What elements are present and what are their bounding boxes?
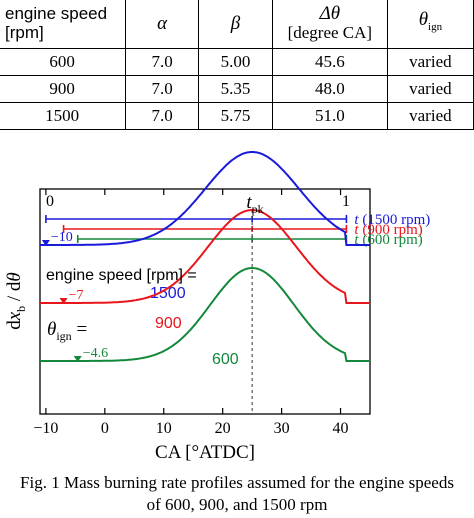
theta-letter: θ [418,9,429,31]
x-tick-label: 10 [156,420,172,437]
curve-label-1500: 1500 [150,285,186,302]
engine-speed-header-line2: [rpm] [5,23,44,42]
bracket-label-600: t (600 rpm) [354,232,422,248]
curve-1500 [40,151,370,246]
engine-speed-header-line1: engine speed [5,4,108,23]
t-one-label: 1 [342,193,350,210]
table-cell: 5.35 [198,75,273,103]
y-axis-label: dxb / dθ [4,272,28,330]
column-header-alpha: α [125,0,200,49]
caption-line-1: Fig. 1 Mass burning rate profiles assume… [20,473,454,492]
table-row: 1500 7.0 5.75 51.0 varied [0,102,474,130]
x-tick-label: 40 [333,420,349,437]
table-row: 600 7.0 5.00 45.6 varied [0,48,474,76]
table-cell: 600 [0,48,127,76]
t-zero-label: 0 [46,193,54,210]
x-tick-label: 20 [215,420,231,437]
curves-group: 1500 900 600 [40,151,370,368]
column-header-delta-theta: Δθ [degree CA] [271,0,388,49]
table-cell: 7.0 [125,75,200,103]
table-header-row: engine speed [rpm] α β Δθ [degree CA] θi… [0,0,474,49]
x-tick-label: 0 [101,420,109,437]
delta-theta-symbol: Δθ [319,3,341,24]
theta-subscript: ign [428,20,443,33]
bracket-label-1500: t (1500 rpm) [354,212,430,228]
delta-theta-unit: [degree CA] [287,23,373,42]
theta-ign-symbol: θign [418,9,443,33]
ignition-value-900: −7 [69,288,84,303]
table-cell: 51.0 [271,102,388,130]
table-cell: 7.0 [125,102,200,130]
figure-caption: Fig. 1 Mass burning rate profiles assume… [0,472,474,516]
parameter-table: engine speed [rpm] α β Δθ [degree CA] θi… [0,0,474,130]
beta-symbol: β [230,12,241,34]
table-cell: 5.00 [198,48,273,76]
x-axis-label: CA [°ATDC] [155,442,255,463]
curve-label-600: 600 [212,351,239,368]
curve-600 [40,266,370,362]
plot-frame [39,188,371,415]
x-axis-ticks: −10 0 10 20 30 40 [33,189,349,437]
theta-ign-label: θign = [47,319,87,343]
table-cell: 7.0 [125,48,200,76]
time-brackets: t (1500 rpm)t (900 rpm)t (600 rpm) [45,210,430,414]
x-tick-label: −10 [33,420,58,437]
column-header-beta: β [198,0,273,49]
x-tick-label: 30 [274,420,290,437]
table-cell: 48.0 [271,75,388,103]
ignition-value-600: −4.6 [83,346,108,361]
ignition-marker-1500 [41,240,50,246]
ignition-marker-900 [59,298,68,304]
burning-rate-figure: −10 0 10 20 30 40 t (1500 rpm) t (900 rpm) t (6… [0,151,474,470]
table-cell: 900 [0,75,127,103]
engine-speed-label: engine speed [rpm] = [46,267,197,284]
table-cell: varied [386,75,474,103]
column-header-theta-ign: θign [386,0,474,49]
table-cell: varied [386,102,474,130]
table-row: 900 7.0 5.35 48.0 varied [0,75,474,103]
curve-900 [40,208,370,304]
ignition-markers: −10 −7 −4.6 [41,230,108,362]
table-cell: 5.75 [198,102,273,130]
bracket-label-900: t (900 rpm) [354,222,422,238]
column-header-engine-speed: engine speed [rpm] [0,0,127,49]
alpha-symbol: α [157,12,168,34]
curve-label-900: 900 [155,315,182,332]
ignition-value-1500: −10 [51,230,73,245]
table-cell: 1500 [0,102,127,130]
table-cell: 45.6 [271,48,388,76]
ignition-marker-600 [73,356,82,362]
burning-rate-chart: −10 0 10 20 30 40 t (1500 rpm)t (900 rpm)t (6… [4,151,430,463]
t-peak-label: tpk [246,192,263,216]
table-cell: varied [386,48,474,76]
caption-line-2: of 600, 900, and 1500 rpm [146,495,328,514]
